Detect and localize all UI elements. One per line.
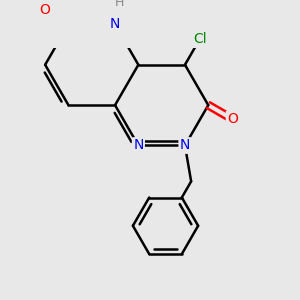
Text: N: N [180,139,190,152]
Text: O: O [39,3,50,17]
Text: Cl: Cl [193,32,207,46]
Text: N: N [133,139,143,152]
Text: H: H [115,0,124,9]
Text: N: N [110,17,120,32]
Text: O: O [227,112,238,126]
